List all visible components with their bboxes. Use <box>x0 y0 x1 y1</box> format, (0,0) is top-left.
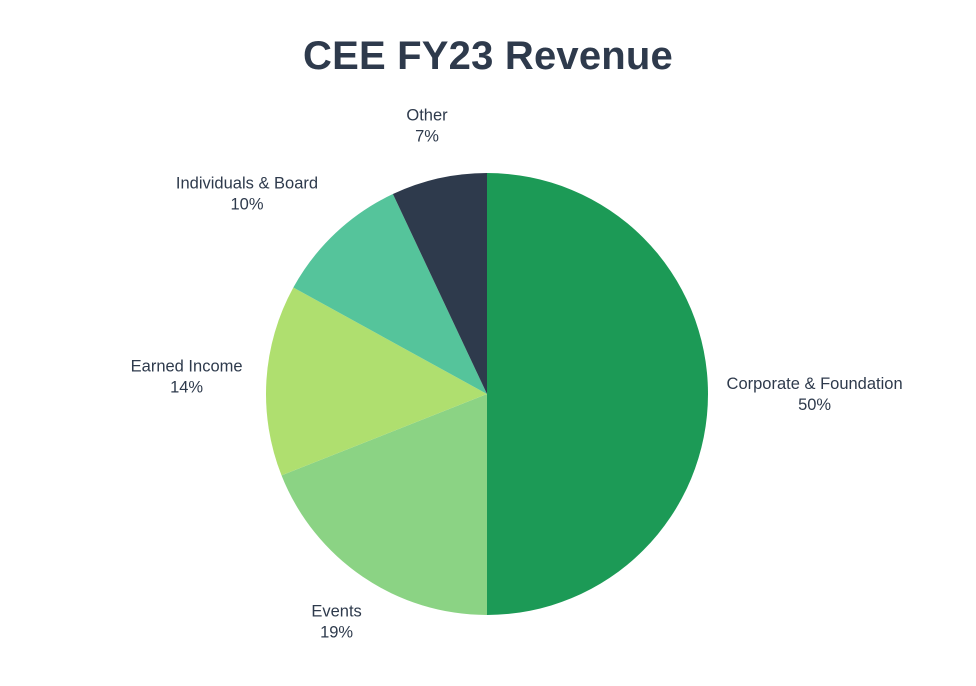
slice-value-label: 10% <box>230 196 263 214</box>
slice-category-label: Earned Income <box>131 358 243 376</box>
slice-label: Events 19% <box>311 602 361 641</box>
slice-value-label: 14% <box>170 379 203 397</box>
slice-label: Individuals & Board 10% <box>176 175 318 214</box>
slice-category-label: Events <box>311 602 361 620</box>
pie-slice-corporate-foundation <box>487 173 708 615</box>
pie-slice-events <box>281 394 487 615</box>
slice-value-label: 7% <box>415 128 439 146</box>
slice-value-label: 50% <box>798 396 831 414</box>
chart-title: CEE FY23 Revenue <box>302 34 674 78</box>
slice-category-label: Other <box>406 107 448 125</box>
pie-slice-individuals-board <box>293 194 487 394</box>
pie-slice-other <box>392 173 487 394</box>
pie-slice-earned-income <box>266 287 487 476</box>
slice-label: Other 7% <box>406 107 448 146</box>
slice-category-label: Individuals & Board <box>176 175 318 193</box>
slice-category-label: Corporate & Foundation <box>727 375 903 393</box>
pie-slices <box>266 173 708 615</box>
slice-value-label: 19% <box>320 623 353 641</box>
pie-labels: Corporate & Foundation 50% Events 19% Earned… <box>131 107 903 642</box>
slice-label: Earned Income 14% <box>131 358 243 397</box>
slice-label: Corporate & Foundation 50% <box>727 375 903 414</box>
